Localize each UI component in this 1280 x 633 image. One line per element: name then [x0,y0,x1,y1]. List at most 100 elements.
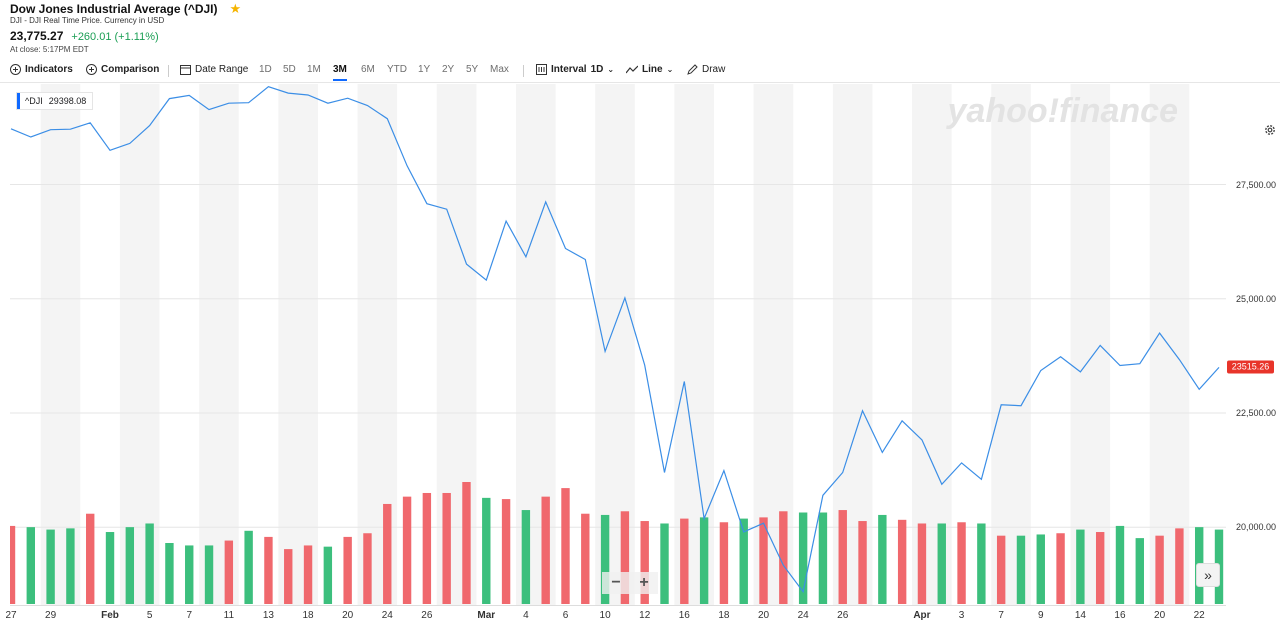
volume-bar [581,513,590,604]
x-tick-label: 20 [1154,610,1166,621]
volume-bar [897,519,907,604]
price-change: +260.01 (+1.11%) [71,31,159,43]
date-band [278,84,318,605]
volume-bar [185,545,194,604]
interval-dropdown[interactable]: Interval 1D ⌄ [536,64,614,75]
chevron-down-icon: ⌄ [607,65,615,74]
x-tick-label: 24 [381,610,393,621]
volume-bar [1016,535,1026,604]
page-title: Dow Jones Industrial Average (^DJI) [10,1,218,16]
x-tick-label: 12 [639,610,651,621]
legend-symbol: ^DJI [25,96,43,106]
interval-icon [536,64,547,75]
x-tick-label: 9 [1037,610,1044,621]
zoom-in-button[interactable]: + [630,572,658,594]
range-1m[interactable]: 1M [307,64,321,75]
grid-lines [10,184,1226,528]
x-tick-label: 27 [5,610,17,621]
range-5y[interactable]: 5Y [466,64,479,75]
x-tick-label: 14 [1074,610,1086,621]
plus-circle-icon [10,64,21,75]
date-band [1070,84,1111,605]
expand-chart-button[interactable]: » [1196,563,1220,587]
range-6m[interactable]: 6M [361,64,375,75]
volume-bar [402,496,412,604]
volume-bar [442,492,451,604]
star-icon[interactable]: ★ [229,0,242,16]
x-tick-label: 22 [1193,610,1205,621]
volume-bar [323,546,333,604]
interval-value: 1D [590,64,604,75]
x-tick-label: 18 [718,610,730,621]
yahoo-finance-watermark: yahoo!finance [946,92,1178,130]
volume-bar [244,530,253,604]
date-band [991,84,1031,605]
x-axis: 27 29 Feb 5 7 11 13 18 20 24 26 Mar 4 6 10 12 16 18 20 24 26… [5,606,1226,626]
x-tick-label: 16 [678,610,690,621]
volume-bar [303,545,313,604]
volume-bar [363,533,372,604]
range-5d[interactable]: 5D [283,64,296,75]
volume-bar [739,518,748,604]
volume-bar [343,536,352,604]
volume-bar [779,511,788,604]
y-tick-label: 25,000.00 [1235,293,1276,304]
x-tick-label: 7 [998,610,1004,621]
date-range-label: Date Range [195,64,249,75]
range-1d[interactable]: 1D [259,64,272,75]
x-tick-label: 29 [45,610,57,621]
x-tick-label: 7 [186,610,192,621]
x-tick-label: 10 [599,610,611,621]
legend-color-swatch [17,93,20,109]
chart-toolbar: Indicators Comparison Date Range 1D 5D 1… [0,60,1280,135]
range-ytd[interactable]: YTD [387,64,407,75]
x-tick-label: Mar [477,610,496,621]
x-tick-label: 5 [146,610,153,621]
indicators-button[interactable]: Indicators [10,64,73,75]
x-tick-label: 20 [342,610,354,621]
volume-bar [204,545,214,604]
y-tick-label: 22,500.00 [1235,408,1276,419]
range-3m[interactable]: 3M [333,64,347,81]
volume-bar [917,523,927,604]
volume-bar [462,482,471,604]
comparison-button[interactable]: Comparison [86,64,159,75]
volume-bar [1135,538,1144,604]
line-chart-icon [626,65,638,74]
zoom-out-button[interactable]: − [602,572,630,594]
price-line-series [10,86,1220,594]
volume-bar [1036,534,1045,604]
x-axis-line [10,605,1226,606]
volume-bar [561,488,570,604]
volume-bar [640,521,649,604]
volume-bar [46,529,55,604]
chevron-down-icon: ⌄ [666,65,674,74]
volume-bar [26,527,36,604]
draw-button[interactable]: Draw [687,64,725,75]
gear-icon[interactable] [1263,123,1277,137]
range-max[interactable]: Max [490,64,509,75]
plus-circle-icon [86,64,97,75]
range-1y[interactable]: 1Y [418,64,431,75]
volume-bar [798,512,808,604]
date-range-button[interactable]: Date Range [180,64,248,75]
y-tick-label: 27,500.00 [1235,179,1276,190]
chart-type-dropdown[interactable]: Line ⌄ [626,64,673,75]
volume-bar [996,535,1006,604]
volume-bars [10,482,1224,604]
volume-bar [165,543,174,604]
date-band [1149,84,1190,605]
toolbar-divider [168,65,169,77]
price-chart[interactable]: yahoo!finance [10,84,1226,605]
range-2y[interactable]: 2Y [442,64,455,75]
volume-bar [620,511,630,604]
zoom-controls: − + [602,572,658,594]
date-band [40,84,81,605]
indicators-label: Indicators [25,64,73,75]
x-tick-label: Feb [101,610,119,621]
series-legend: ^DJI 29398.08 [16,92,94,110]
volume-bar [10,525,16,604]
volume-bar [501,499,511,604]
date-band [199,84,239,605]
volume-bar [719,522,729,604]
